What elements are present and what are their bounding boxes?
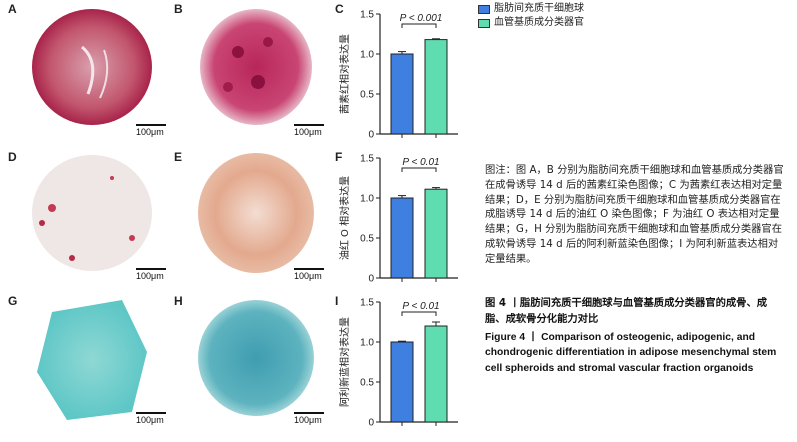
figure-caption: 图注：图 A，B 分别为脂肪间充质干细胞球和血管基质成分类器官在成骨诱导 14 … — [485, 164, 784, 265]
bar — [424, 188, 448, 279]
y-axis-label: 阿利新蓝相对表达量 — [338, 317, 351, 407]
scale-bar-g: 100μm — [136, 412, 166, 425]
p-value-label: P < 0.001 — [400, 13, 443, 24]
micrograph-b — [200, 9, 312, 125]
y-tick-label: 0.5 — [360, 234, 374, 245]
significance-bracket — [401, 311, 437, 316]
scale-bar-e: 100μm — [294, 268, 324, 281]
bar — [424, 325, 448, 423]
y-tick-label: 0 — [368, 274, 374, 285]
panel-letter-g: G — [8, 294, 18, 308]
y-tick-label: 0 — [368, 418, 374, 429]
panel-letter-a: A — [8, 2, 17, 16]
scale-bar-a: 100μm — [136, 124, 166, 137]
scale-bar-h: 100μm — [294, 412, 324, 425]
p-value-label: P < 0.01 — [402, 301, 439, 312]
significance-bracket — [401, 23, 437, 28]
bar — [390, 53, 414, 135]
y-tick-label: 1.5 — [360, 154, 374, 165]
p-value-label: P < 0.01 — [402, 157, 439, 168]
micrograph-a — [32, 9, 152, 125]
bar — [390, 341, 414, 423]
micrograph-h — [198, 300, 314, 416]
y-tick-label: 0 — [368, 130, 374, 141]
figure-title-zh: 图 4 丨脂肪间充质干细胞球与血管基质成分类器官的成骨、成脂、成软骨分化能力对比 — [485, 297, 768, 325]
panel-letter-c: C — [335, 2, 344, 16]
micrograph-g — [37, 300, 147, 420]
y-tick-label: 1.5 — [360, 10, 374, 21]
y-axis-label: 茜素红相对表达量 — [338, 34, 351, 114]
panel-letter-b: B — [174, 2, 183, 16]
legend-label: 脂肪间充质干细胞球 — [494, 3, 584, 14]
bar — [390, 197, 414, 279]
panel-letter-d: D — [8, 150, 17, 164]
y-tick-label: 1.0 — [360, 194, 374, 205]
legend-item: 血管基质成分类器官 — [478, 16, 584, 30]
legend-item: 脂肪间充质干细胞球 — [478, 2, 584, 16]
y-axis-label: 油红 O 相对表达量 — [338, 176, 351, 260]
scale-bar-d: 100μm — [136, 268, 166, 281]
y-tick-label: 0.5 — [360, 90, 374, 101]
chart-legend: 脂肪间充质干细胞球 血管基质成分类器官 — [478, 2, 584, 30]
panel-letter-f: F — [335, 150, 343, 164]
legend-label: 血管基质成分类器官 — [494, 17, 584, 28]
figure-title-en: Figure 4 丨 Comparison of osteogenic, adi… — [485, 332, 777, 374]
panel-letter-e: E — [174, 150, 183, 164]
legend-swatch — [478, 18, 490, 28]
scale-bar-b: 100μm — [294, 124, 324, 137]
significance-bracket — [401, 167, 437, 172]
micrograph-d — [32, 155, 152, 271]
panel-letter-i: I — [335, 294, 339, 308]
y-tick-label: 0.5 — [360, 378, 374, 389]
y-tick-label: 1.0 — [360, 338, 374, 349]
micrograph-e — [198, 153, 314, 273]
legend-swatch — [478, 4, 490, 14]
panel-letter-h: H — [174, 294, 183, 308]
y-tick-label: 1.0 — [360, 50, 374, 61]
y-tick-label: 1.5 — [360, 298, 374, 309]
bar — [424, 39, 448, 135]
